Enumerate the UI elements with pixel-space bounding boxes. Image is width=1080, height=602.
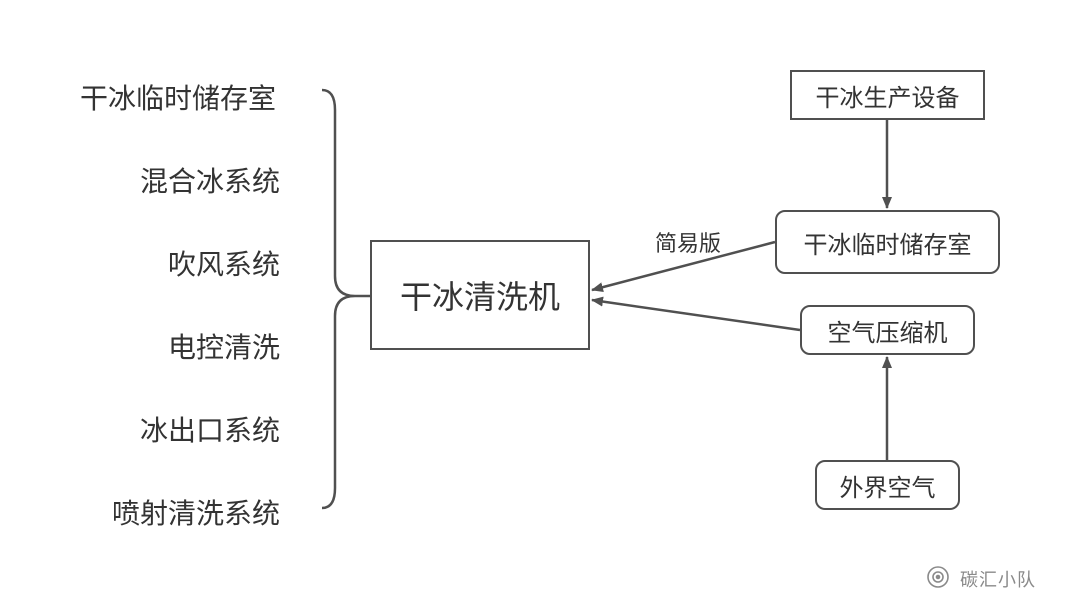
node-label: 干冰生产设备 bbox=[816, 78, 960, 113]
list-item: 喷射清洗系统 bbox=[112, 492, 280, 532]
list-item: 混合冰系统 bbox=[140, 160, 280, 200]
arrow-comp-to-center bbox=[592, 300, 800, 330]
node-label: 外界空气 bbox=[840, 468, 936, 503]
list-item: 冰出口系统 bbox=[140, 409, 280, 449]
node-label: 空气压缩机 bbox=[828, 313, 948, 348]
edge-label: 简易版 bbox=[655, 226, 721, 258]
watermark-text: 碳汇小队 bbox=[960, 566, 1036, 592]
node-storage: 干冰临时储存室 bbox=[775, 210, 1000, 274]
brace bbox=[322, 90, 355, 508]
center-node: 干冰清洗机 bbox=[370, 240, 590, 350]
watermark-icon bbox=[928, 567, 948, 587]
node-production: 干冰生产设备 bbox=[790, 70, 985, 120]
list-item: 电控清洗 bbox=[168, 326, 280, 366]
center-node-label: 干冰清洗机 bbox=[400, 272, 560, 318]
list-item: 吹风系统 bbox=[168, 243, 280, 283]
list-item: 干冰临时储存室 bbox=[80, 77, 276, 117]
node-label: 干冰临时储存室 bbox=[804, 225, 972, 260]
node-compressor: 空气压缩机 bbox=[800, 305, 975, 355]
node-air: 外界空气 bbox=[815, 460, 960, 510]
